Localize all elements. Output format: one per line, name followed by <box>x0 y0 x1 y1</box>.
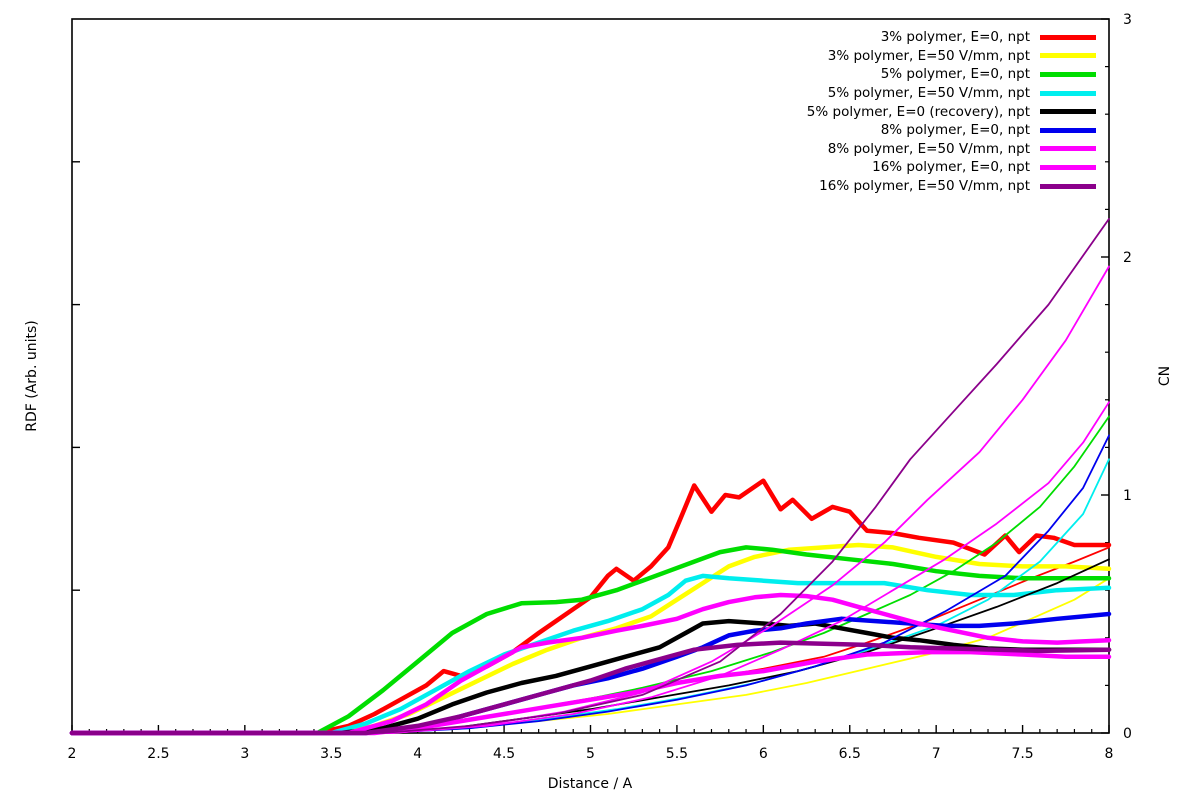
svg-text:3.5: 3.5 <box>320 746 342 762</box>
svg-text:6: 6 <box>759 746 768 762</box>
legend-line-swatch <box>1040 71 1096 77</box>
svg-text:8: 8 <box>1105 746 1114 762</box>
legend-item: 8% polymer, E=50 V/mm, npt <box>807 140 1096 159</box>
legend-item: 5% polymer, E=50 V/mm, npt <box>807 84 1096 103</box>
legend-label: 8% polymer, E=50 V/mm, npt <box>827 140 1030 157</box>
legend-label: 8% polymer, E=0, npt <box>880 122 1030 139</box>
legend-label: 5% polymer, E=50 V/mm, npt <box>827 85 1030 102</box>
svg-text:3: 3 <box>1123 12 1132 28</box>
svg-text:2: 2 <box>68 746 77 762</box>
legend-line-swatch <box>1040 53 1096 59</box>
svg-text:1: 1 <box>1123 488 1132 504</box>
legend-line-swatch <box>1040 127 1096 133</box>
legend-label: 3% polymer, E=50 V/mm, npt <box>827 47 1030 64</box>
legend-item: 3% polymer, E=50 V/mm, npt <box>807 47 1096 66</box>
legend-item: 16% polymer, E=50 V/mm, npt <box>807 177 1096 196</box>
svg-text:4: 4 <box>413 746 422 762</box>
svg-text:5.5: 5.5 <box>666 746 688 762</box>
legend-line-swatch <box>1040 183 1096 189</box>
legend: 3% polymer, E=0, npt 3% polymer, E=50 V/… <box>807 28 1096 195</box>
svg-text:6.5: 6.5 <box>839 746 861 762</box>
legend-line-swatch <box>1040 164 1096 170</box>
legend-item: 3% polymer, E=0, npt <box>807 28 1096 47</box>
legend-item: 8% polymer, E=0, npt <box>807 121 1096 140</box>
y-axis-title-left: RDF (Arb. units) <box>24 320 40 432</box>
legend-label: 3% polymer, E=0, npt <box>880 29 1030 46</box>
legend-line-swatch <box>1040 34 1096 40</box>
legend-label: 16% polymer, E=50 V/mm, npt <box>819 178 1030 195</box>
legend-label: 5% polymer, E=0 (recovery), npt <box>806 103 1030 120</box>
x-axis-title: Distance / A <box>547 776 633 792</box>
legend-item: 5% polymer, E=0 (recovery), npt <box>807 102 1096 121</box>
legend-line-swatch <box>1040 109 1096 115</box>
svg-text:4.5: 4.5 <box>493 746 515 762</box>
legend-label: 16% polymer, E=0, npt <box>872 159 1030 176</box>
svg-text:5: 5 <box>586 746 595 762</box>
legend-line-swatch <box>1040 90 1096 96</box>
legend-line-swatch <box>1040 146 1096 152</box>
legend-item: 5% polymer, E=0, npt <box>807 65 1096 84</box>
svg-text:2: 2 <box>1123 250 1132 266</box>
legend-item: 16% polymer, E=0, npt <box>807 158 1096 177</box>
svg-text:2.5: 2.5 <box>147 746 169 762</box>
svg-text:7: 7 <box>932 746 941 762</box>
svg-text:0: 0 <box>1123 726 1132 742</box>
svg-text:3: 3 <box>240 746 249 762</box>
legend-label: 5% polymer, E=0, npt <box>880 66 1030 83</box>
y-axis-title-right: CN <box>1157 365 1173 387</box>
svg-text:7.5: 7.5 <box>1011 746 1033 762</box>
